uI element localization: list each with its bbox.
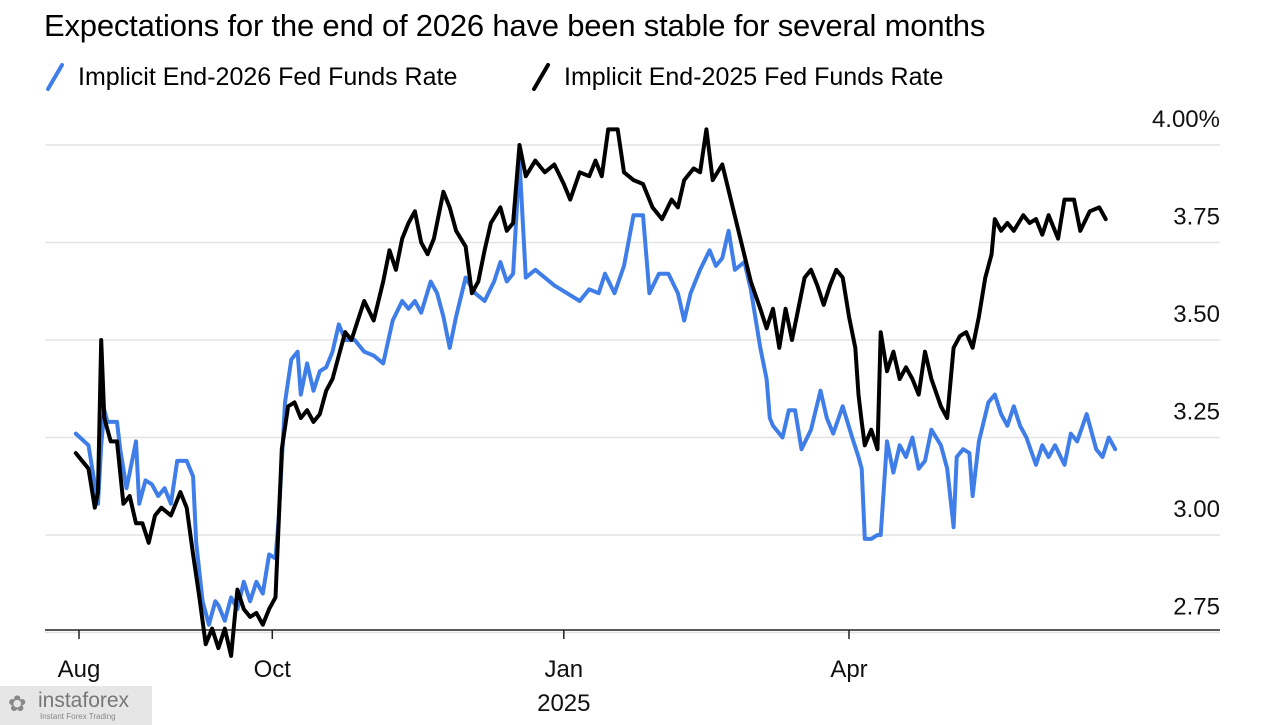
y-tick-label: 3.50: [1173, 301, 1220, 328]
y-tick-label: 3.25: [1173, 399, 1220, 426]
x-tick-label: Oct: [254, 656, 292, 683]
series-line-end-2026: [73, 158, 1118, 627]
legend-swatch-2026: [46, 63, 64, 91]
chart-title: Expectations for the end of 2026 have be…: [44, 8, 986, 43]
legend-item-2025: Implicit End-2025 Fed Funds Rate: [530, 62, 943, 92]
legend-label-2025: Implicit End-2025 Fed Funds Rate: [564, 62, 944, 91]
watermark-tagline: Instant Forex Trading: [40, 712, 116, 721]
watermark: ✿ instaforex Instant Forex Trading: [0, 686, 152, 725]
x-tick-label: Apr: [830, 656, 867, 683]
legend-item-2026: Implicit End-2026 Fed Funds Rate: [44, 62, 457, 92]
series-line-end-2025: [73, 127, 1108, 658]
y-tick-label: 2.75: [1173, 594, 1220, 621]
y-tick-label: 3.75: [1173, 204, 1220, 231]
x-tick-label: Aug: [58, 656, 101, 683]
watermark-name: instaforex: [38, 689, 130, 712]
y-tick-label: 3.00: [1173, 496, 1220, 523]
legend-swatch-2025: [532, 63, 550, 91]
legend-label-2026: Implicit End-2026 Fed Funds Rate: [78, 62, 458, 91]
watermark-logo-icon: ✿: [8, 691, 27, 716]
x-tick-label: Jan: [544, 656, 583, 683]
x-tick-sublabel: 2025: [537, 690, 590, 717]
y-tick-label: 4.00%: [1152, 106, 1220, 133]
